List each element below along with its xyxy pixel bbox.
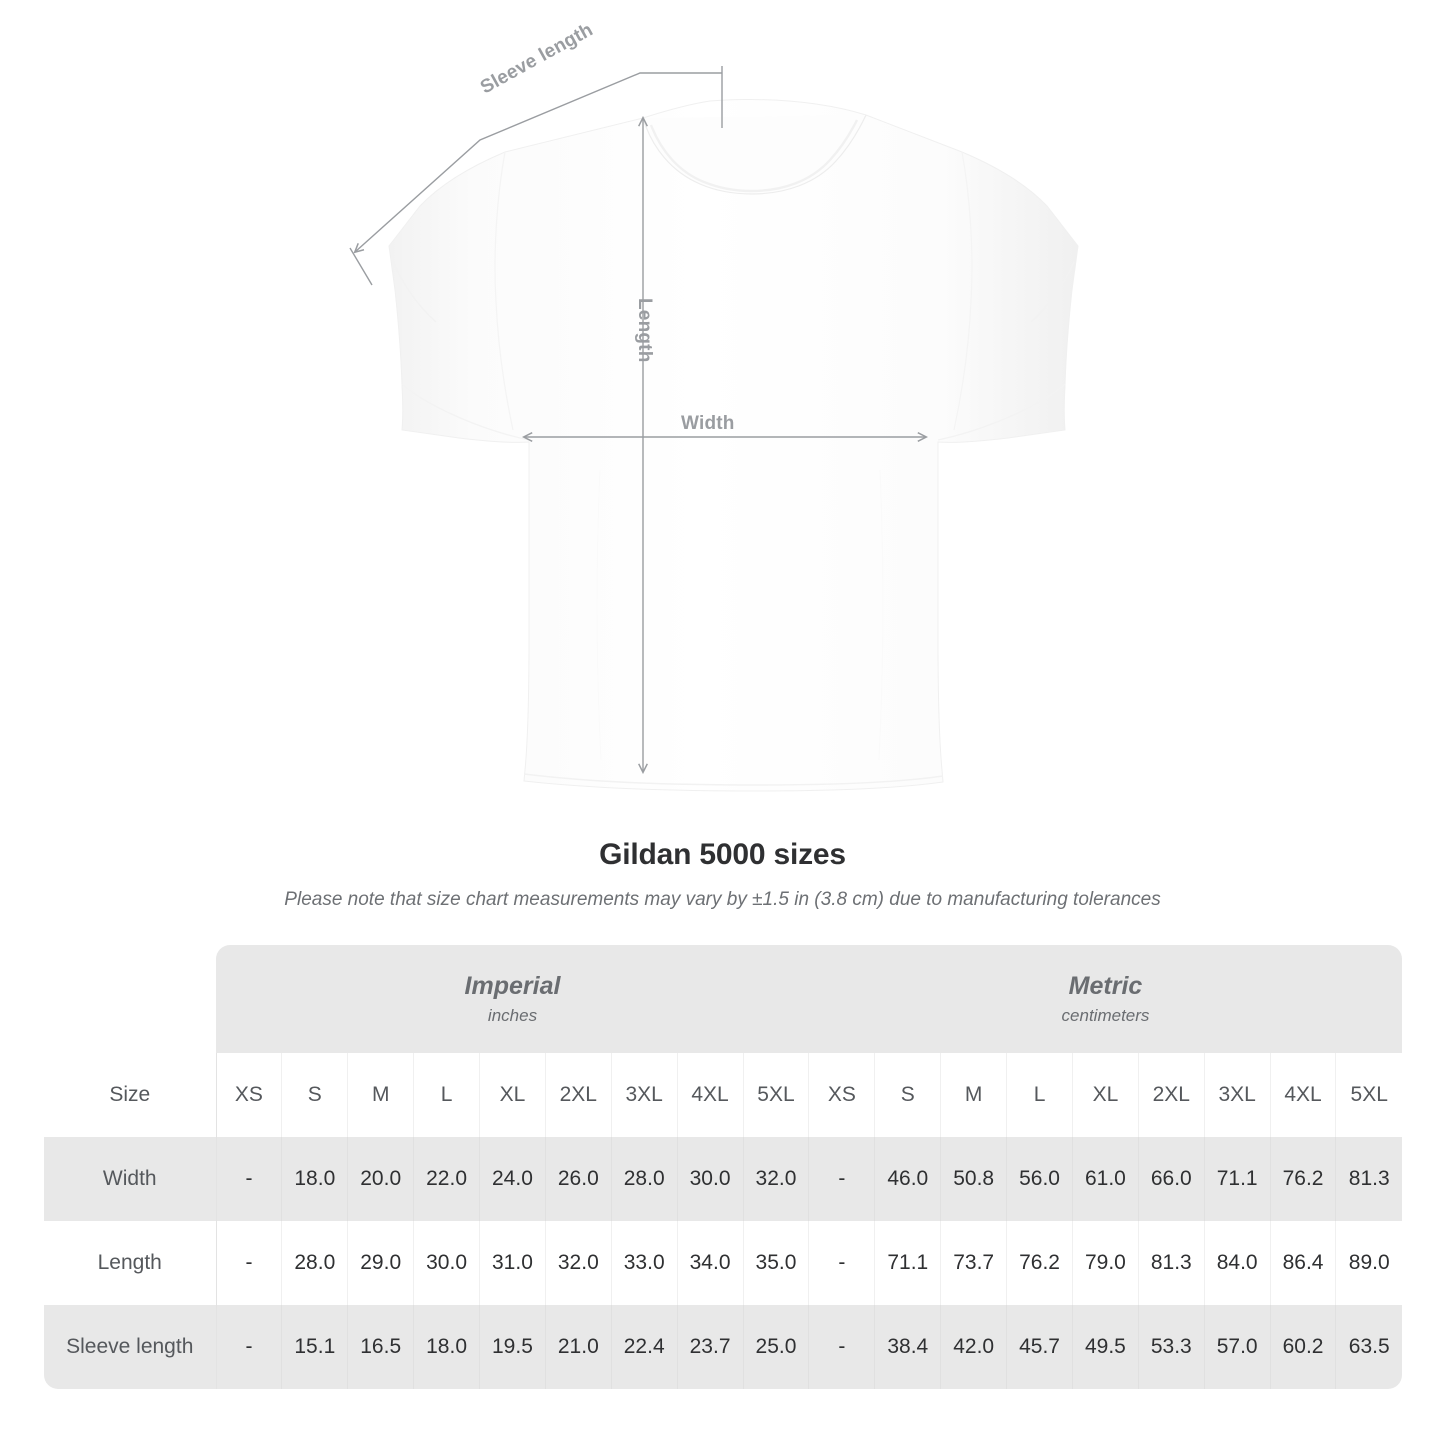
measurement-cell: 81.3 — [1137, 1221, 1205, 1305]
tolerance-note: Please note that size chart measurements… — [284, 889, 1161, 910]
measurement-cell: 20.0 — [347, 1137, 414, 1221]
size-header-cell-metric-4xl: 4XL — [1269, 1053, 1336, 1137]
measurement-cell: 71.1 — [1203, 1137, 1271, 1221]
size-header-cell-metric-s: S — [874, 1053, 941, 1137]
measurement-cell: 46.0 — [874, 1137, 941, 1221]
measurement-cell: 42.0 — [940, 1305, 1007, 1389]
measurement-cell: 79.0 — [1071, 1221, 1139, 1305]
measurement-cell: 26.0 — [544, 1137, 612, 1221]
size-chart-table: Imperial inches Metric centimeters Size XS S M L… — [44, 945, 1402, 1389]
measurement-cell: 60.2 — [1269, 1305, 1336, 1389]
measurement-cell: 86.4 — [1269, 1221, 1336, 1305]
size-header-cell-imperial-4xl: 4XL — [676, 1053, 743, 1137]
measurement-cell: 23.7 — [676, 1305, 743, 1389]
measurement-cell: 35.0 — [742, 1221, 809, 1305]
measurement-cell: 56.0 — [1006, 1137, 1073, 1221]
measurement-cell: - — [808, 1305, 875, 1389]
size-header-row: Size XS S M L XL 2XL 3XL 4XL 5XL XS S M L XL 2XL 3XL 4XL 5… — [44, 1053, 1402, 1137]
size-header-cell-metric-l: L — [1006, 1053, 1073, 1137]
unit-banner-row: Imperial inches Metric centimeters — [44, 945, 1402, 1053]
measurement-cell: 71.1 — [874, 1221, 941, 1305]
measurement-cell: 73.7 — [940, 1221, 1007, 1305]
measurement-cell: 34.0 — [676, 1221, 743, 1305]
measurement-cell: 18.0 — [413, 1305, 480, 1389]
measurement-cell: - — [215, 1305, 282, 1389]
unit-measure-name: inches — [487, 1006, 538, 1026]
page-title: Gildan 5000 sizes — [599, 838, 846, 871]
measurement-cell: 89.0 — [1335, 1221, 1402, 1305]
size-header-cell-imperial-l: L — [413, 1053, 480, 1137]
size-header-cell-metric-5xl: 5XL — [1335, 1053, 1402, 1137]
measurement-cell: 19.5 — [479, 1305, 546, 1389]
measurement-cell: - — [808, 1221, 875, 1305]
length-dimension-label: Length — [634, 298, 655, 363]
chart-heading-block: Gildan 5000 sizes Please note that size … — [0, 838, 1445, 911]
measurement-cell: 31.0 — [479, 1221, 546, 1305]
size-header-cell-imperial-s: S — [281, 1053, 348, 1137]
measurement-cell: - — [215, 1221, 282, 1305]
measurement-cell: 16.5 — [347, 1305, 414, 1389]
unit-system-name: Metric — [1068, 971, 1143, 1000]
measurement-cell: - — [215, 1137, 282, 1221]
measurement-cell: 76.2 — [1269, 1137, 1336, 1221]
measurement-cell: 30.0 — [413, 1221, 480, 1305]
measurement-cell: 25.0 — [742, 1305, 809, 1389]
measurement-cell: 49.5 — [1071, 1305, 1139, 1389]
size-chart-table-wrapper: Imperial inches Metric centimeters Size XS S M L… — [44, 945, 1402, 1389]
measurement-cell: 50.8 — [940, 1137, 1007, 1221]
measurement-row-label: Width — [44, 1137, 217, 1221]
size-header-cell-metric-xs: XS — [808, 1053, 875, 1137]
size-header-cell-metric-3xl: 3XL — [1203, 1053, 1271, 1137]
table-row: Width -18.0 20.0 22.0 24.0 26.0 28.0 30.0 32.0-4… — [44, 1137, 1402, 1221]
table-row: Length -28.0 29.0 30.0 31.0 32.0 33.0 34.0 35.0-… — [44, 1221, 1402, 1305]
unit-header-imperial: Imperial inches — [216, 945, 809, 1053]
measurement-cell: 22.4 — [610, 1305, 678, 1389]
measurement-cell: 29.0 — [347, 1221, 414, 1305]
measurement-cell: 81.3 — [1335, 1137, 1402, 1221]
measurement-cell: 33.0 — [610, 1221, 678, 1305]
measurement-cell: 84.0 — [1203, 1221, 1271, 1305]
table-row: Sleeve length -15.1 16.5 18.0 19.5 21.0 22.4 23… — [44, 1305, 1402, 1389]
size-header-cell-metric-xl: XL — [1071, 1053, 1139, 1137]
measurement-row-label: Length — [44, 1221, 217, 1305]
size-header-cell-imperial-xl: XL — [479, 1053, 546, 1137]
tshirt-shape — [388, 98, 1079, 792]
measurement-cell: 21.0 — [544, 1305, 612, 1389]
measurement-cell: 32.0 — [544, 1221, 612, 1305]
measurement-cell: 24.0 — [479, 1137, 546, 1221]
measurement-cell: 45.7 — [1006, 1305, 1073, 1389]
measurement-cell: 53.3 — [1137, 1305, 1205, 1389]
measurement-cell: 18.0 — [281, 1137, 348, 1221]
measurement-cell: 32.0 — [742, 1137, 809, 1221]
measurement-cell: - — [808, 1137, 875, 1221]
size-header-cell-imperial-xs: XS — [215, 1053, 282, 1137]
size-header-cell-imperial-m: M — [347, 1053, 414, 1137]
unit-banner-spacer — [44, 945, 216, 1053]
measurement-cell: 61.0 — [1071, 1137, 1139, 1221]
tshirt-illustration — [349, 66, 1079, 792]
tshirt-diagram: Sleeve length Length Width — [349, 19, 1079, 792]
dimension-lines — [349, 66, 926, 772]
size-header-cell-metric-m: M — [940, 1053, 1007, 1137]
measurement-cell: 22.0 — [413, 1137, 480, 1221]
measurement-cell: 15.1 — [281, 1305, 348, 1389]
size-column-header: Size — [44, 1053, 217, 1137]
width-dimension-label: Width — [681, 413, 735, 434]
size-header-cell-imperial-5xl: 5XL — [742, 1053, 809, 1137]
unit-header-metric: Metric centimeters — [808, 945, 1402, 1053]
size-header-cell-imperial-3xl: 3XL — [610, 1053, 678, 1137]
measurement-cell: 28.0 — [610, 1137, 678, 1221]
unit-system-name: Imperial — [464, 971, 561, 1000]
measurement-cell: 28.0 — [281, 1221, 348, 1305]
size-header-cell-metric-2xl: 2XL — [1137, 1053, 1205, 1137]
measurement-cell: 30.0 — [676, 1137, 743, 1221]
measurement-cell: 66.0 — [1137, 1137, 1205, 1221]
measurement-cell: 76.2 — [1006, 1221, 1073, 1305]
measurement-cell: 38.4 — [874, 1305, 941, 1389]
measurement-cell: 57.0 — [1203, 1305, 1271, 1389]
measurement-row-label: Sleeve length — [44, 1305, 217, 1389]
unit-measure-name: centimeters — [1061, 1006, 1150, 1026]
measurement-cell: 63.5 — [1335, 1305, 1402, 1389]
size-header-cell-imperial-2xl: 2XL — [544, 1053, 612, 1137]
